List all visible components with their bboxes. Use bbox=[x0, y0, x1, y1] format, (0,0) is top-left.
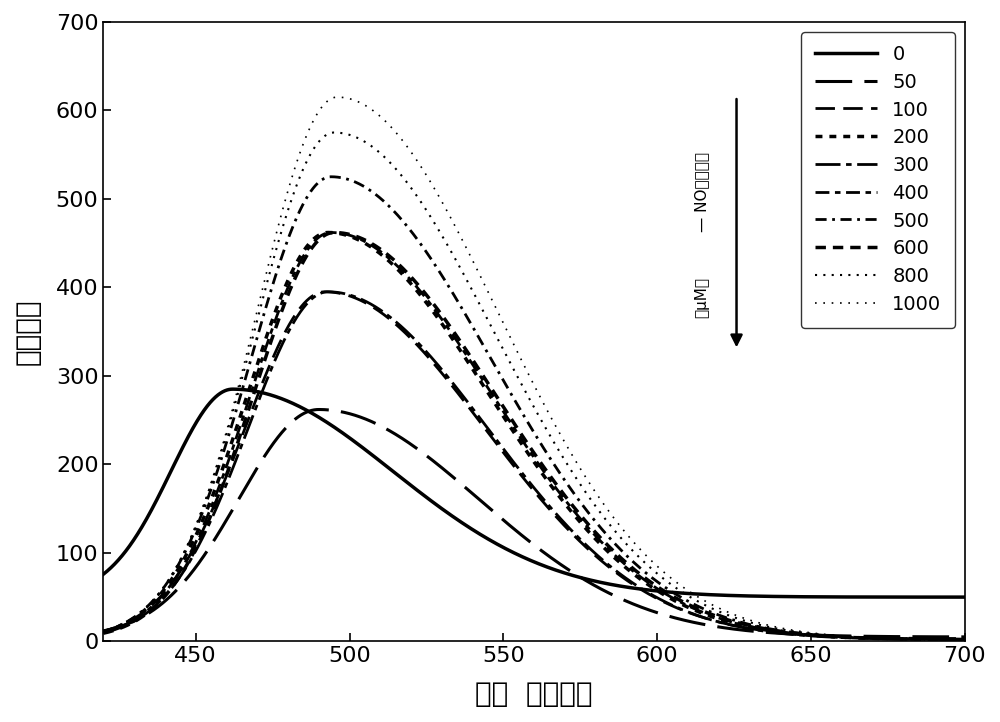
Text: （μM）: （μM） bbox=[695, 277, 710, 318]
X-axis label: 波长  （纳米）: 波长 （纳米） bbox=[475, 680, 593, 708]
Text: — NO浓度增加: — NO浓度增加 bbox=[695, 152, 710, 232]
Legend: 0, 50, 100, 200, 300, 400, 500, 600, 800, 1000: 0, 50, 100, 200, 300, 400, 500, 600, 800… bbox=[801, 32, 955, 328]
Y-axis label: 荧光强度: 荧光强度 bbox=[14, 298, 42, 365]
